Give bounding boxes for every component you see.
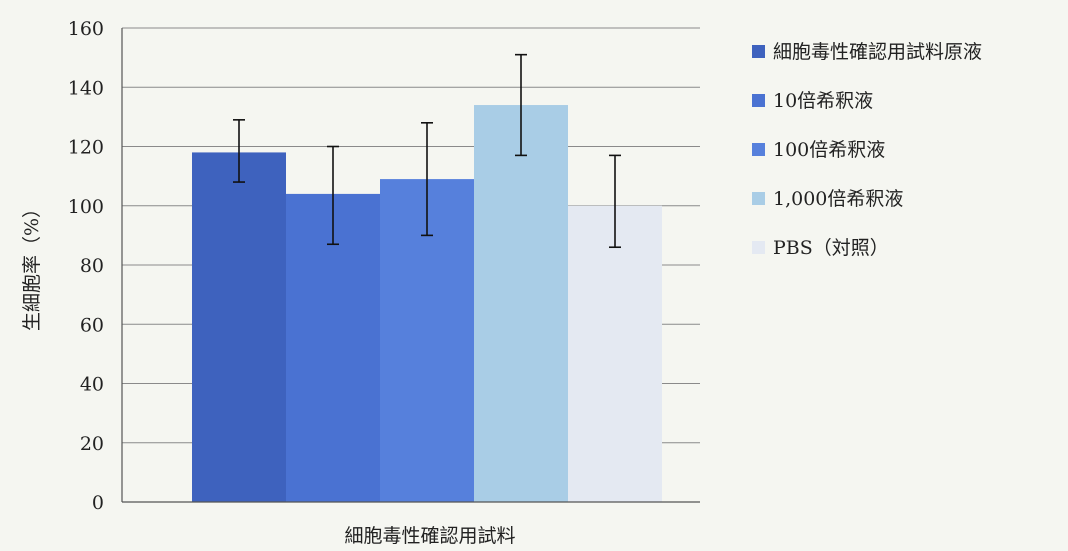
legend-swatch [752, 94, 765, 107]
error-bar [421, 122, 433, 237]
y-tick-label: 120 [68, 137, 104, 159]
y-tick-label: 20 [80, 433, 104, 455]
legend: 細胞毒性確認用試料原液 10倍希釈液 100倍希釈液 1,000倍希釈液 PBS（対照） [752, 41, 982, 259]
legend-label: 1,000倍希釈液 [773, 188, 903, 210]
bar [474, 105, 568, 503]
error-bar [609, 154, 621, 249]
legend-item: 1,000倍希釈液 [752, 188, 903, 210]
y-tick-label: 140 [68, 77, 104, 99]
x-axis-label: 細胞毒性確認用試料 [344, 525, 515, 547]
error-bar [515, 53, 527, 157]
y-axis-label: 生細胞率（%） [21, 199, 43, 331]
y-tick-label: 160 [68, 18, 104, 40]
bar [568, 205, 662, 502]
legend-label: 10倍希釈液 [773, 90, 873, 112]
legend-swatch [752, 241, 765, 254]
bars [192, 105, 662, 503]
legend-item: PBS（対照） [752, 237, 889, 259]
legend-item: 細胞毒性確認用試料原液 [752, 41, 982, 63]
legend-item: 100倍希釈液 [752, 139, 885, 161]
error-bar [327, 145, 339, 246]
legend-item: 10倍希釈液 [752, 90, 873, 112]
bar [286, 193, 380, 502]
y-tick-label: 0 [92, 492, 104, 514]
legend-swatch [752, 192, 765, 205]
legend-swatch [752, 45, 765, 58]
y-tick-labels: 0 20 40 60 80 100 120 140 160 [68, 18, 104, 514]
y-tick-label: 40 [80, 374, 104, 396]
legend-label: 100倍希釈液 [773, 139, 885, 161]
y-tick-label: 80 [80, 255, 104, 277]
error-bar [233, 119, 245, 183]
y-tick-label: 60 [80, 314, 104, 336]
bar [192, 152, 286, 503]
legend-swatch [752, 143, 765, 156]
error-bars [233, 53, 621, 249]
legend-label: PBS（対照） [773, 237, 889, 259]
y-tick-label: 100 [68, 196, 104, 218]
legend-label: 細胞毒性確認用試料原液 [773, 41, 982, 63]
axes [121, 28, 700, 503]
